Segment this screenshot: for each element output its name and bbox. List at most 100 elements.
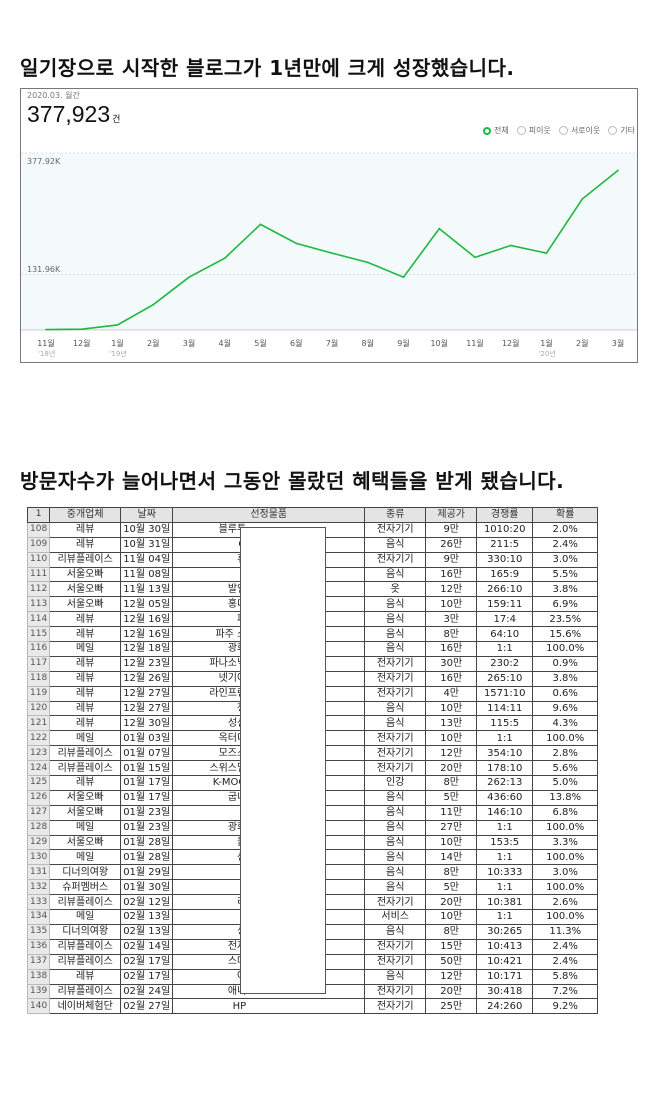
table-cell[interactable]: 2.4% [532,953,599,970]
table-cell[interactable]: 8만 [425,775,478,791]
table-cell[interactable]: 레뷰 [49,611,122,628]
row-number[interactable]: 139 [26,983,51,1000]
table-cell[interactable]: 13.8% [532,789,599,806]
column-header[interactable]: 제공가 [425,507,478,523]
table-cell[interactable]: 02월 13일 [120,909,174,925]
table-cell[interactable]: 10만 [425,730,478,747]
table-cell[interactable]: 01월 17일 [120,775,174,791]
table-cell[interactable]: 02월 13일 [120,923,174,940]
row-number[interactable]: 136 [26,938,51,955]
table-cell[interactable]: 전자기기 [364,685,427,702]
row-number[interactable]: 112 [26,581,51,598]
table-cell[interactable]: 13만 [425,715,478,732]
table-cell[interactable]: 12월 26일 [120,670,174,687]
table-cell[interactable]: 17:4 [476,611,534,628]
table-cell[interactable]: 27만 [425,819,478,836]
column-header[interactable]: 중개업체 [49,507,122,523]
row-number[interactable]: 132 [26,879,51,896]
table-cell[interactable]: 10만 [425,596,478,613]
table-cell[interactable]: 서울오빠 [49,789,122,806]
table-cell[interactable]: 12만 [425,968,478,985]
table-cell[interactable]: 전자기기 [364,730,427,747]
table-cell[interactable]: 10:413 [476,938,534,955]
table-cell[interactable]: 11만 [425,804,478,821]
table-cell[interactable]: 음식 [364,849,427,866]
table-cell[interactable]: 01월 07일 [120,745,174,762]
table-cell[interactable]: 5.5% [532,566,599,583]
table-cell[interactable]: 100.0% [532,819,599,836]
table-cell[interactable]: 전자기기 [364,745,427,762]
table-cell[interactable]: 음식 [364,864,427,881]
table-cell[interactable]: 436:60 [476,789,534,806]
table-cell[interactable]: 음식 [364,641,427,657]
table-cell[interactable]: 114:11 [476,700,534,717]
table-cell[interactable]: 레뷰 [49,521,122,538]
table-cell[interactable]: 3.8% [532,670,599,687]
column-header[interactable]: 확률 [532,507,599,523]
table-cell[interactable]: 01월 23일 [120,804,174,821]
table-cell[interactable]: 15만 [425,938,478,955]
table-cell[interactable]: 리뷰플레이스 [49,938,122,955]
table-cell[interactable]: 레뷰 [49,536,122,553]
table-cell[interactable]: 262:13 [476,775,534,791]
table-cell[interactable]: 서비스 [364,909,427,925]
table-cell[interactable]: 전자기기 [364,551,427,568]
table-cell[interactable]: 전자기기 [364,953,427,970]
table-cell[interactable]: 115:5 [476,715,534,732]
table-cell[interactable]: 3.0% [532,864,599,881]
table-cell[interactable]: 01월 30일 [120,879,174,896]
table-cell[interactable]: 9.2% [532,998,599,1015]
table-cell[interactable]: 6.8% [532,804,599,821]
table-cell[interactable]: 01월 29일 [120,864,174,881]
table-cell[interactable]: 159:11 [476,596,534,613]
table-cell[interactable]: 10만 [425,834,478,851]
table-cell[interactable]: 레뷰 [49,968,122,985]
table-cell[interactable]: 디너의여왕 [49,864,122,881]
table-cell[interactable]: 100.0% [532,849,599,866]
table-cell[interactable]: 178:10 [476,760,534,777]
table-cell[interactable]: HP [172,998,366,1015]
row-number[interactable]: 127 [26,804,51,821]
row-number[interactable]: 138 [26,968,51,985]
row-number[interactable]: 125 [26,775,51,791]
table-cell[interactable]: 30:265 [476,923,534,940]
table-cell[interactable]: 인강 [364,775,427,791]
table-cell[interactable]: 레뷰 [49,655,122,672]
row-number[interactable]: 122 [26,730,51,747]
table-cell[interactable]: 2.6% [532,894,599,911]
table-cell[interactable]: 14만 [425,849,478,866]
table-cell[interactable]: 서울오빠 [49,566,122,583]
table-cell[interactable]: 100.0% [532,641,599,657]
table-cell[interactable]: 레뷰 [49,700,122,717]
table-cell[interactable]: 100.0% [532,909,599,925]
row-number[interactable]: 124 [26,760,51,777]
table-cell[interactable]: 01월 28일 [120,849,174,866]
table-cell[interactable]: 15.6% [532,626,599,643]
row-number[interactable]: 116 [26,641,51,657]
table-cell[interactable]: 10월 30일 [120,521,174,538]
select-all-cell[interactable]: 1 [26,507,51,523]
table-cell[interactable]: 10:381 [476,894,534,911]
table-cell[interactable]: 전자기기 [364,938,427,955]
table-cell[interactable]: 4.3% [532,715,599,732]
table-cell[interactable]: 16만 [425,670,478,687]
table-cell[interactable]: 1:1 [476,849,534,866]
row-number[interactable]: 118 [26,670,51,687]
row-number[interactable]: 128 [26,819,51,836]
row-number[interactable]: 111 [26,566,51,583]
table-cell[interactable]: 1:1 [476,909,534,925]
row-number[interactable]: 108 [26,521,51,538]
table-cell[interactable]: 음식 [364,789,427,806]
table-cell[interactable]: 12월 27일 [120,685,174,702]
filter-mutual-neighbor[interactable]: 서로이웃 [558,125,600,136]
table-cell[interactable]: 메일 [49,849,122,866]
table-cell[interactable]: 리뷰플레이스 [49,983,122,1000]
table-cell[interactable]: 20만 [425,894,478,911]
table-cell[interactable]: 11.3% [532,923,599,940]
table-cell[interactable]: 리뷰플레이스 [49,551,122,568]
row-number[interactable]: 123 [26,745,51,762]
table-cell[interactable]: 4만 [425,685,478,702]
table-cell[interactable]: 0.6% [532,685,599,702]
row-number[interactable]: 121 [26,715,51,732]
table-cell[interactable]: 5.6% [532,760,599,777]
